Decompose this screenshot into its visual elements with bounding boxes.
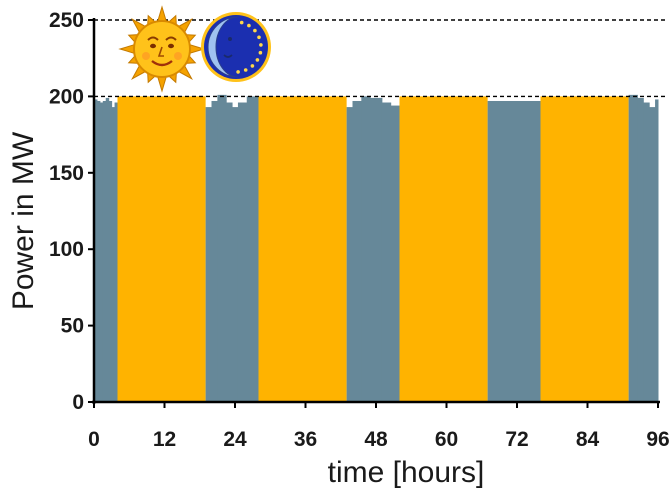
day-bar xyxy=(258,96,347,403)
x-tick-label: 36 xyxy=(294,428,317,451)
night-bar xyxy=(628,94,638,402)
moon-icon xyxy=(201,12,271,82)
night-bar xyxy=(655,99,659,403)
night-bar xyxy=(237,102,248,403)
x-tick-label: 0 xyxy=(88,428,100,451)
night-bar xyxy=(637,97,644,402)
bars-layer xyxy=(94,94,659,403)
day-bar xyxy=(540,96,629,403)
night-bar xyxy=(226,102,233,403)
night-bar xyxy=(211,100,218,402)
y-axis-title: Power in MW xyxy=(7,131,40,310)
day-bar xyxy=(117,96,206,403)
y-tick-label: 150 xyxy=(49,162,84,185)
night-bar xyxy=(96,100,101,402)
night-bar xyxy=(105,97,110,402)
night-bar xyxy=(232,107,239,402)
y-tick-label: 100 xyxy=(49,238,84,261)
night-bar xyxy=(487,100,541,402)
night-bar xyxy=(94,99,98,403)
x-tick-label: 48 xyxy=(364,428,388,451)
night-bar xyxy=(114,102,118,403)
x-tick-label: 60 xyxy=(435,428,458,451)
night-bar xyxy=(643,102,650,403)
x-tick-label: 72 xyxy=(505,428,528,451)
icons xyxy=(118,5,271,93)
y-tick-label: 200 xyxy=(49,85,84,108)
ticks-layer: 0 50 100 150 200 250 0 12 24 36 48 60 72 84 96 xyxy=(49,9,670,451)
x-tick-label: 96 xyxy=(646,428,669,451)
y-tick-label: 50 xyxy=(61,315,84,338)
night-bar xyxy=(370,97,383,402)
day-bar xyxy=(399,96,488,403)
x-tick-label: 24 xyxy=(223,428,247,451)
x-tick-label: 84 xyxy=(576,428,600,451)
night-bar xyxy=(102,100,107,402)
sun-icon xyxy=(118,5,206,93)
night-bar xyxy=(246,96,259,403)
night-bar xyxy=(352,100,362,402)
night-bar xyxy=(108,100,113,402)
x-axis-title: time [hours] xyxy=(328,456,485,489)
y-tick-label: 250 xyxy=(49,9,84,32)
night-bar xyxy=(361,96,371,403)
night-bar xyxy=(390,105,400,403)
night-bar xyxy=(381,102,392,403)
reference-lines xyxy=(94,19,666,98)
night-bar xyxy=(346,107,353,402)
x-tick-label: 12 xyxy=(153,428,176,451)
night-bar xyxy=(649,107,656,402)
night-bar xyxy=(111,107,116,402)
night-bar xyxy=(205,107,212,402)
night-bar xyxy=(99,102,104,403)
y-tick-label: 0 xyxy=(72,391,84,414)
night-bar xyxy=(217,94,227,402)
